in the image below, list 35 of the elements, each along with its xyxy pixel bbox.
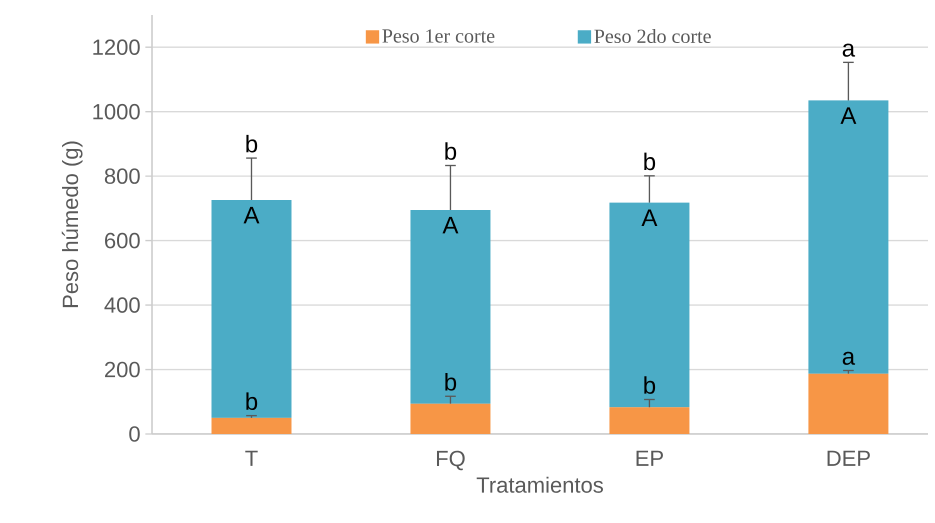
annotation: b: [644, 376, 656, 394]
annotation: a: [842, 352, 856, 365]
y-tick-label: 600: [105, 232, 140, 248]
y-tick-label: 800: [104, 168, 140, 184]
annotation: b: [246, 134, 258, 152]
x-tick-label: EP: [636, 450, 663, 466]
bar: [808, 100, 888, 374]
annotation: b: [445, 142, 456, 160]
x-tick-label: T: [245, 450, 258, 466]
legend-label: Peso 2do corte: [594, 28, 711, 44]
bar: [410, 210, 490, 404]
bar: [410, 404, 490, 434]
y-tick-label: 200: [105, 362, 140, 378]
annotation: b: [246, 392, 258, 410]
bar: [609, 407, 690, 434]
y-tick-label: 400: [104, 297, 140, 313]
annotation: b: [445, 373, 456, 391]
y-tick-label: 1200: [93, 39, 140, 55]
bar: [609, 202, 690, 408]
x-axis-title: Tratamientos: [476, 476, 603, 493]
y-axis-title: Peso húmedo (g): [62, 142, 83, 308]
annotation: a: [842, 44, 856, 57]
annotation: A: [840, 107, 856, 124]
bar: [808, 374, 888, 434]
y-tick-label: 0: [129, 426, 140, 442]
legend-label: Peso 1er corte: [382, 29, 494, 43]
annotation: b: [644, 152, 656, 170]
annotation: A: [641, 209, 658, 226]
bar: [211, 200, 292, 418]
x-tick-label: DEP: [828, 450, 870, 466]
x-tick-label: FQ: [436, 450, 465, 470]
bar: [211, 418, 292, 434]
y-tick-label: 1000: [93, 104, 140, 120]
annotation: A: [442, 216, 458, 234]
annotation: A: [244, 206, 260, 224]
